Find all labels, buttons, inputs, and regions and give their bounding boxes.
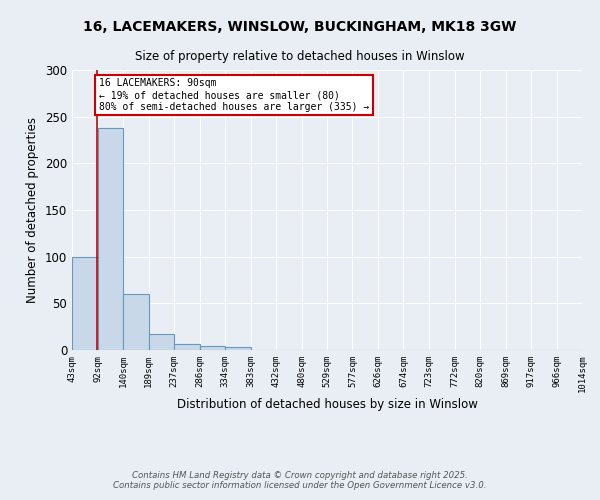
X-axis label: Distribution of detached houses by size in Winslow: Distribution of detached houses by size … (176, 398, 478, 411)
Bar (225, 347, 251, 350)
Bar (123, 294, 149, 350)
Text: 16 LACEMAKERS: 90sqm
← 19% of detached houses are smaller (80)
80% of semi-detac: 16 LACEMAKERS: 90sqm ← 19% of detached h… (100, 78, 370, 112)
Text: Size of property relative to detached houses in Winslow: Size of property relative to detached ho… (135, 50, 465, 63)
Text: 16, LACEMAKERS, WINSLOW, BUCKINGHAM, MK18 3GW: 16, LACEMAKERS, WINSLOW, BUCKINGHAM, MK1… (83, 20, 517, 34)
Bar (174, 344, 200, 350)
Bar (149, 334, 174, 350)
Text: Contains HM Land Registry data © Crown copyright and database right 2025.
Contai: Contains HM Land Registry data © Crown c… (113, 470, 487, 490)
Bar (200, 346, 225, 350)
Y-axis label: Number of detached properties: Number of detached properties (26, 117, 40, 303)
Bar (72, 256, 98, 350)
Bar (98, 128, 123, 350)
